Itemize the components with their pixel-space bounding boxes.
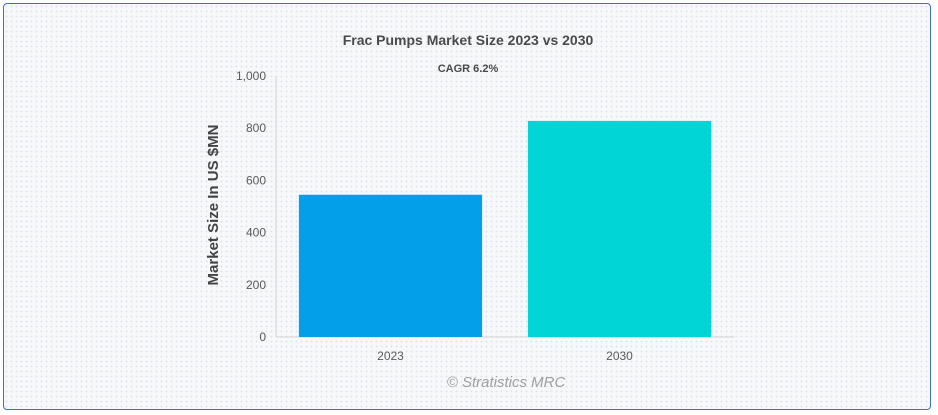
y-tick-label: 1,000 (236, 69, 266, 83)
y-tick-label: 0 (259, 330, 266, 344)
bar-2030 (527, 120, 712, 337)
y-axis-label: Market Size In US $MN (205, 125, 222, 286)
y-tick-label: 400 (246, 226, 266, 240)
credit-watermark: © Stratistics MRC (447, 374, 566, 391)
y-tick-label: 600 (246, 173, 266, 187)
y-tick-label: 200 (246, 278, 266, 292)
chart-title: Frac Pumps Market Size 2023 vs 2030 (343, 32, 594, 48)
x-tick-label: 2023 (377, 349, 404, 363)
chart-subtitle: CAGR 6.2% (438, 63, 499, 75)
bar-2023 (298, 194, 483, 337)
y-tick-label: 800 (246, 121, 266, 135)
x-tick-label: 2030 (606, 349, 633, 363)
